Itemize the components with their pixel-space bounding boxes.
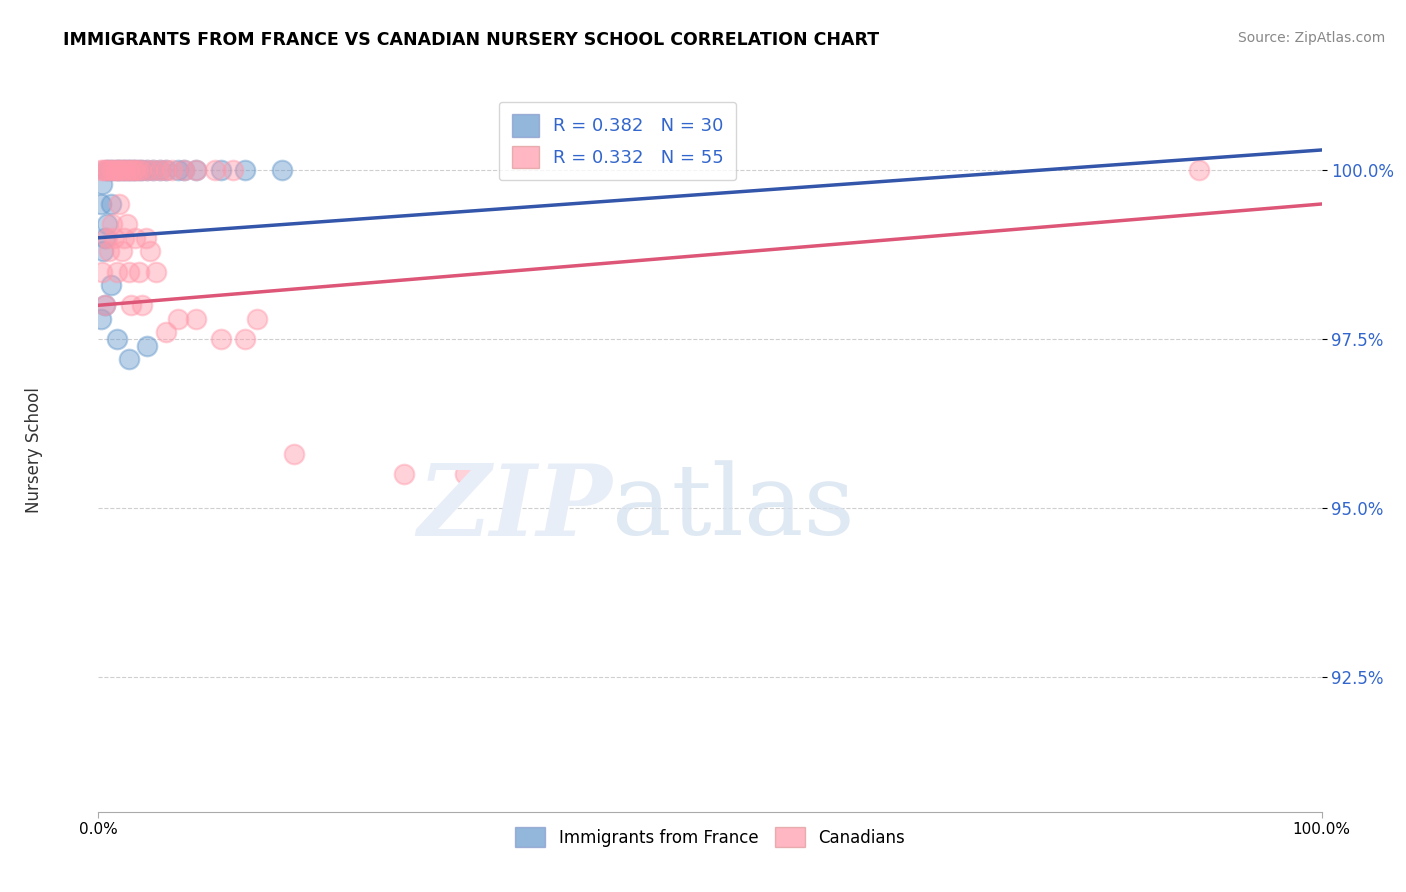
Point (173, 163, 195, 178)
Point (111, 163, 134, 178)
Point (90, 311, 112, 326)
Point (111, 244, 134, 259)
Point (104, 163, 127, 178)
Point (108, 197, 131, 211)
Point (454, 467, 477, 481)
Point (392, 467, 416, 481)
Point (98, 244, 121, 259)
Point (110, 163, 132, 178)
Point (124, 163, 146, 178)
Text: IMMIGRANTS FROM FRANCE VS CANADIAN NURSERY SCHOOL CORRELATION CHART: IMMIGRANTS FROM FRANCE VS CANADIAN NURSE… (63, 31, 879, 49)
Point (118, 352, 141, 367)
Point (117, 163, 139, 178)
Point (117, 163, 139, 178)
Point (173, 163, 195, 178)
Point (91, 177, 114, 191)
Point (136, 339, 159, 353)
Point (209, 332, 232, 346)
Point (94, 163, 117, 178)
Point (186, 311, 208, 326)
Point (160, 163, 183, 178)
Point (118, 264, 141, 278)
Legend: Immigrants from France, Canadians: Immigrants from France, Canadians (509, 821, 911, 854)
Point (233, 332, 256, 346)
Point (101, 217, 124, 231)
Point (104, 163, 127, 178)
Point (209, 163, 232, 178)
Point (97, 163, 120, 178)
Point (120, 298, 142, 312)
Point (107, 163, 129, 178)
Point (167, 163, 190, 178)
Point (139, 244, 162, 259)
Point (135, 231, 157, 245)
Point (90, 163, 112, 178)
Point (149, 163, 172, 178)
Point (186, 163, 208, 178)
Point (246, 311, 269, 326)
Point (155, 326, 177, 340)
Point (136, 163, 159, 178)
Point (131, 163, 153, 178)
Point (136, 163, 159, 178)
Point (110, 163, 132, 178)
Point (129, 163, 152, 178)
Point (270, 163, 294, 178)
Point (128, 163, 150, 178)
Point (186, 163, 208, 178)
Point (90, 197, 112, 211)
Point (127, 163, 149, 178)
Point (91, 264, 114, 278)
Point (93, 231, 115, 245)
Point (142, 163, 165, 178)
Point (100, 163, 122, 178)
Point (114, 163, 136, 178)
Point (93, 298, 115, 312)
Point (100, 278, 122, 293)
Point (233, 163, 256, 178)
Point (93, 298, 115, 312)
Point (100, 197, 122, 211)
Point (204, 163, 226, 178)
Point (121, 163, 143, 178)
Point (91, 244, 114, 259)
Point (142, 163, 165, 178)
Point (155, 163, 177, 178)
Point (124, 163, 146, 178)
Point (128, 264, 150, 278)
Point (124, 231, 146, 245)
Point (107, 163, 129, 178)
Point (105, 332, 128, 346)
Point (167, 311, 190, 326)
Point (111, 163, 134, 178)
Y-axis label: Nursery School: Nursery School (25, 387, 42, 514)
Point (96, 217, 118, 231)
Point (120, 163, 142, 178)
Point (115, 217, 138, 231)
Point (103, 231, 125, 245)
Point (131, 298, 153, 312)
Point (222, 163, 245, 178)
Point (283, 447, 305, 461)
Point (105, 264, 128, 278)
Point (98, 163, 121, 178)
Point (149, 163, 172, 178)
Text: ZIP: ZIP (418, 460, 612, 557)
Point (120, 163, 142, 178)
Point (1188, 163, 1211, 178)
Point (96, 231, 118, 245)
Point (121, 163, 143, 178)
Text: atlas: atlas (612, 460, 855, 556)
Point (145, 264, 167, 278)
Point (94, 163, 117, 178)
Point (112, 231, 135, 245)
Text: Source: ZipAtlas.com: Source: ZipAtlas.com (1237, 31, 1385, 45)
Point (114, 163, 136, 178)
Point (91, 163, 114, 178)
Point (101, 163, 124, 178)
Point (101, 163, 124, 178)
Point (155, 163, 177, 178)
